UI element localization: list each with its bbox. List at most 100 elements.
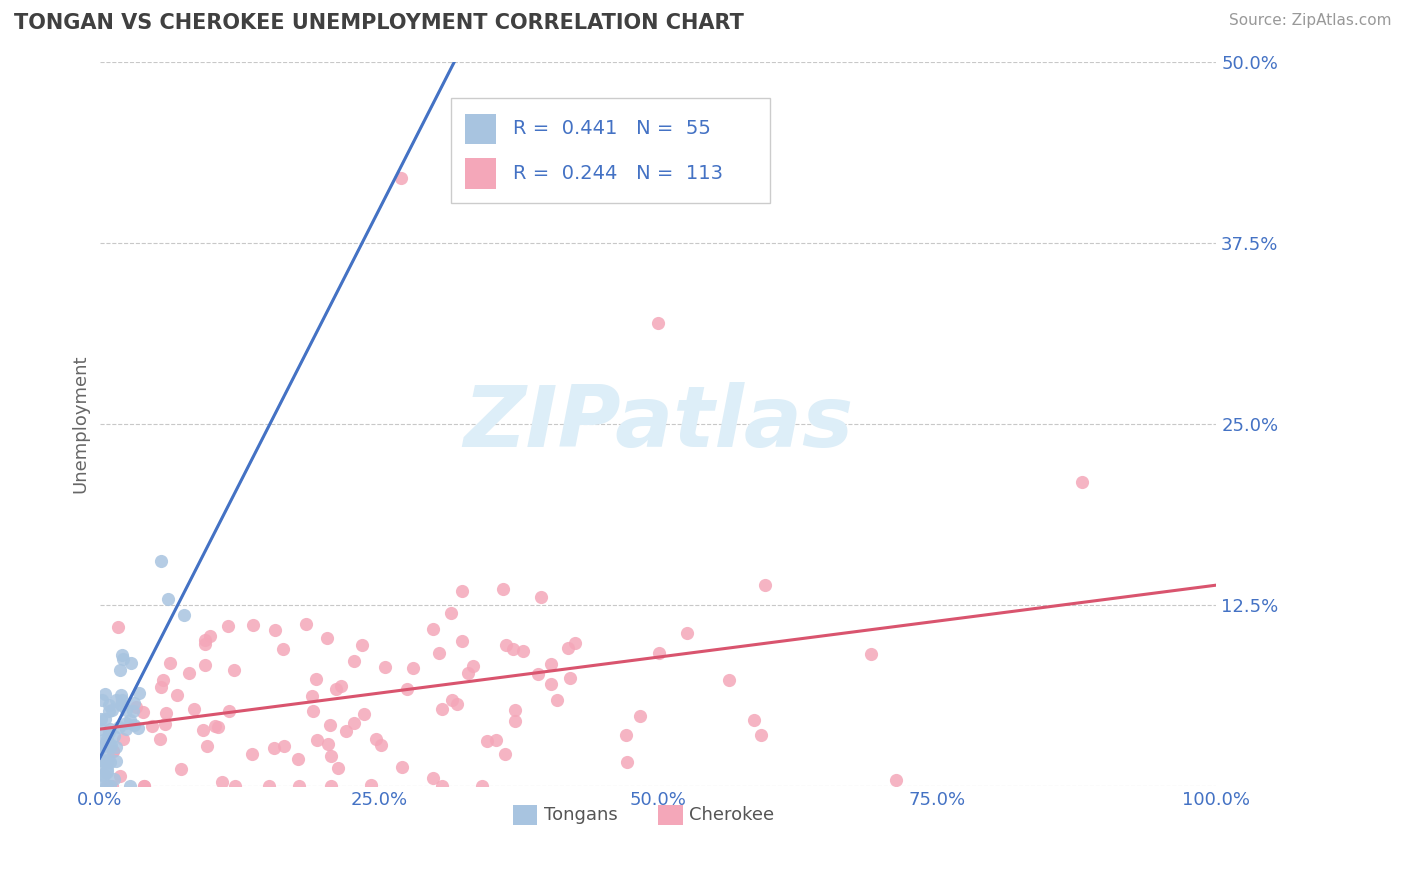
Point xyxy=(319,718,342,732)
Point xyxy=(89,741,111,756)
Point xyxy=(94,779,117,793)
Point xyxy=(461,658,484,673)
Point xyxy=(101,779,124,793)
Point xyxy=(97,748,120,763)
Point xyxy=(128,685,150,699)
Text: Source: ZipAtlas.com: Source: ZipAtlas.com xyxy=(1229,13,1392,29)
Point xyxy=(122,697,145,711)
Point xyxy=(430,779,453,793)
Point xyxy=(153,716,176,731)
Point xyxy=(319,779,342,793)
Point xyxy=(98,725,121,739)
Point xyxy=(96,765,118,780)
Point xyxy=(335,724,357,739)
Point xyxy=(207,720,229,734)
Point xyxy=(224,779,246,793)
Point xyxy=(105,739,128,754)
Point xyxy=(307,733,329,747)
Point xyxy=(271,642,294,657)
Point xyxy=(111,693,134,707)
Point xyxy=(134,779,156,793)
Point xyxy=(104,692,127,706)
Point xyxy=(860,647,883,661)
Point xyxy=(98,739,121,754)
Point xyxy=(93,687,115,701)
Point xyxy=(495,639,517,653)
Point xyxy=(374,660,396,674)
Point xyxy=(122,718,145,732)
Point xyxy=(93,739,115,753)
Point xyxy=(91,768,114,782)
Point xyxy=(630,708,652,723)
Point xyxy=(173,607,195,622)
Point xyxy=(325,682,347,697)
Point xyxy=(195,739,218,753)
Point xyxy=(103,772,125,786)
Point xyxy=(198,629,221,643)
Point xyxy=(204,718,226,732)
Point xyxy=(540,677,562,691)
Point xyxy=(89,722,111,736)
Point xyxy=(218,704,240,718)
Point xyxy=(343,654,366,668)
Point xyxy=(502,641,524,656)
Point xyxy=(328,761,350,775)
Point xyxy=(401,660,423,674)
Point xyxy=(395,682,418,697)
Point xyxy=(546,693,568,707)
Point xyxy=(111,698,134,712)
Point xyxy=(96,762,118,776)
Point xyxy=(125,699,148,714)
Point xyxy=(155,706,177,720)
Point xyxy=(149,680,172,694)
Point xyxy=(103,729,125,743)
Point xyxy=(451,583,474,598)
Point xyxy=(451,633,474,648)
Point xyxy=(110,688,132,702)
Text: R =  0.441   N =  55: R = 0.441 N = 55 xyxy=(513,120,710,138)
Point xyxy=(170,762,193,776)
Point xyxy=(485,733,508,747)
Point xyxy=(89,759,111,773)
Point xyxy=(224,663,246,677)
Point xyxy=(194,657,217,672)
Point xyxy=(648,646,671,660)
Point xyxy=(96,732,118,747)
Point xyxy=(457,666,479,681)
Point xyxy=(440,606,463,620)
Point xyxy=(295,617,318,632)
Point xyxy=(179,665,201,680)
Point xyxy=(111,648,134,663)
Point xyxy=(89,779,111,793)
Point xyxy=(316,632,339,646)
Point xyxy=(742,713,765,727)
Point xyxy=(194,633,217,648)
Point xyxy=(93,712,115,726)
Point xyxy=(166,688,188,702)
Point xyxy=(240,747,263,761)
Point xyxy=(530,590,553,604)
Point xyxy=(287,752,309,766)
Point xyxy=(675,626,697,640)
Point xyxy=(288,779,311,793)
Point xyxy=(430,702,453,716)
Point xyxy=(111,651,134,665)
FancyBboxPatch shape xyxy=(465,159,496,189)
Point xyxy=(647,316,669,330)
Point xyxy=(132,779,155,793)
Point xyxy=(112,732,135,747)
Point xyxy=(149,731,172,746)
Point xyxy=(391,760,413,774)
Point xyxy=(100,738,122,752)
Point xyxy=(98,723,121,737)
Point xyxy=(217,619,239,633)
Point xyxy=(90,712,112,726)
FancyBboxPatch shape xyxy=(451,98,769,203)
Point xyxy=(101,744,124,758)
Point xyxy=(110,698,132,712)
Point xyxy=(115,703,138,717)
Point xyxy=(193,723,215,738)
Point xyxy=(316,737,339,751)
Point xyxy=(98,755,121,769)
Point xyxy=(389,170,412,185)
